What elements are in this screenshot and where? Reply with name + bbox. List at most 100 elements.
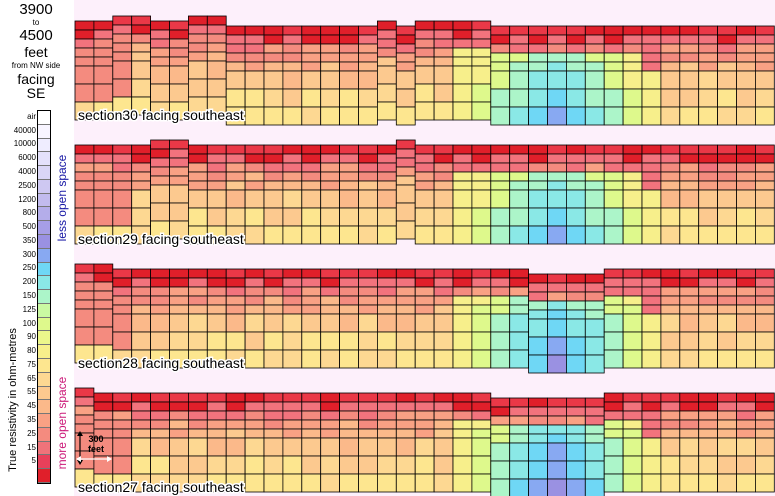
resistivity-cell — [736, 286, 756, 297]
resistivity-cell — [395, 349, 416, 369]
resistivity-cell — [603, 349, 624, 369]
resistivity-cell — [169, 392, 189, 403]
resistivity-cell — [433, 189, 454, 209]
resistivity-cell — [528, 406, 548, 417]
resistivity-cell — [169, 83, 189, 103]
resistivity-cell — [131, 331, 151, 351]
resistivity-cell — [679, 207, 700, 227]
resistivity-cell — [358, 43, 378, 54]
resistivity-cell — [433, 56, 454, 67]
from-note: from NW side — [11, 61, 61, 70]
resistivity-cell — [736, 437, 756, 457]
section-heatmap — [74, 15, 775, 126]
resistivity-cell — [414, 410, 435, 421]
resistivity-cell — [736, 225, 756, 245]
resistivity-cell — [679, 43, 700, 54]
resistivity-cell — [225, 180, 246, 191]
resistivity-cell — [717, 25, 737, 36]
resistivity-cell — [244, 295, 265, 306]
resistivity-cell — [736, 70, 756, 90]
legend-label: 800 — [22, 208, 36, 218]
resistivity-cell — [112, 51, 133, 62]
resistivity-cell — [206, 428, 227, 439]
resistivity-cell — [169, 277, 189, 288]
resistivity-cell — [490, 180, 511, 191]
resistivity-cell — [547, 282, 567, 293]
resistivity-cell — [320, 304, 341, 315]
resistivity-cell — [755, 153, 775, 164]
resistivity-cell — [584, 88, 605, 108]
resistivity-cell — [395, 166, 416, 177]
legend-label: 75 — [27, 359, 36, 369]
resistivity-cell — [717, 295, 737, 306]
resistivity-cell — [755, 225, 775, 245]
resistivity-cell — [471, 419, 492, 430]
resistivity-cell — [679, 52, 700, 63]
resistivity-cell — [509, 52, 530, 63]
resistivity-cell — [150, 29, 170, 40]
resistivity-cell — [679, 70, 700, 90]
resistivity-cell — [509, 34, 530, 45]
resistivity-cell — [509, 207, 530, 227]
resistivity-cell — [358, 171, 378, 182]
resistivity-cell — [755, 268, 775, 279]
resistivity-cell — [263, 428, 284, 439]
resistivity-cell — [755, 88, 775, 108]
facing-direction: SE — [26, 85, 46, 101]
resistivity-cell — [528, 144, 548, 155]
legend-swatch — [38, 469, 50, 483]
resistivity-cell — [433, 331, 454, 351]
resistivity-cell — [93, 171, 114, 182]
resistivity-cell — [74, 38, 95, 49]
resistivity-cell — [736, 88, 756, 108]
depth-unit: feet — [24, 44, 48, 60]
resistivity-cell — [698, 162, 719, 173]
legend-sidebar: 3900 to 4500 feet from NW side facing SE… — [0, 0, 74, 496]
resistivity-cell — [244, 349, 265, 369]
resistivity-cell — [282, 331, 303, 351]
resistivity-cell — [395, 61, 416, 72]
resistivity-cell — [622, 144, 643, 155]
resistivity-cell — [301, 70, 322, 90]
resistivity-cell — [660, 171, 681, 182]
resistivity-cell — [755, 61, 775, 72]
resistivity-cell — [225, 419, 246, 430]
resistivity-cell — [622, 34, 643, 45]
resistivity-cell — [641, 437, 662, 457]
resistivity-cell — [603, 428, 624, 439]
resistivity-cell — [112, 331, 133, 351]
resistivity-cell — [112, 268, 133, 279]
resistivity-cell — [112, 189, 133, 209]
resistivity-cell — [320, 52, 341, 63]
resistivity-cell — [603, 61, 624, 72]
resistivity-cell — [282, 189, 303, 209]
resistivity-cell — [414, 189, 435, 209]
resistivity-cell — [566, 25, 586, 36]
resistivity-cell — [641, 304, 662, 315]
resistivity-cell — [131, 15, 151, 26]
resistivity-cell — [150, 20, 170, 31]
resistivity-cell — [320, 180, 341, 191]
resistivity-cell — [395, 88, 416, 108]
legend-label: 6000 — [18, 153, 36, 163]
resistivity-cell — [566, 34, 586, 45]
resistivity-cell — [169, 428, 189, 439]
resistivity-cell — [358, 455, 378, 475]
resistivity-cell — [93, 189, 114, 209]
resistivity-cell — [509, 304, 530, 315]
resistivity-cell — [528, 460, 548, 480]
resistivity-cell — [603, 70, 624, 90]
resistivity-cell — [74, 56, 95, 67]
resistivity-cell — [187, 180, 208, 191]
resistivity-cell — [584, 273, 605, 284]
resistivity-cell — [490, 171, 511, 182]
resistivity-cell — [660, 225, 681, 245]
resistivity-cell — [414, 171, 435, 182]
resistivity-cell — [339, 25, 359, 36]
resistivity-cell — [414, 419, 435, 430]
resistivity-cell — [433, 180, 454, 191]
resistivity-cell — [471, 304, 492, 315]
resistivity-cell — [206, 144, 227, 155]
resistivity-cell — [679, 473, 700, 493]
resistivity-cell — [150, 286, 170, 297]
